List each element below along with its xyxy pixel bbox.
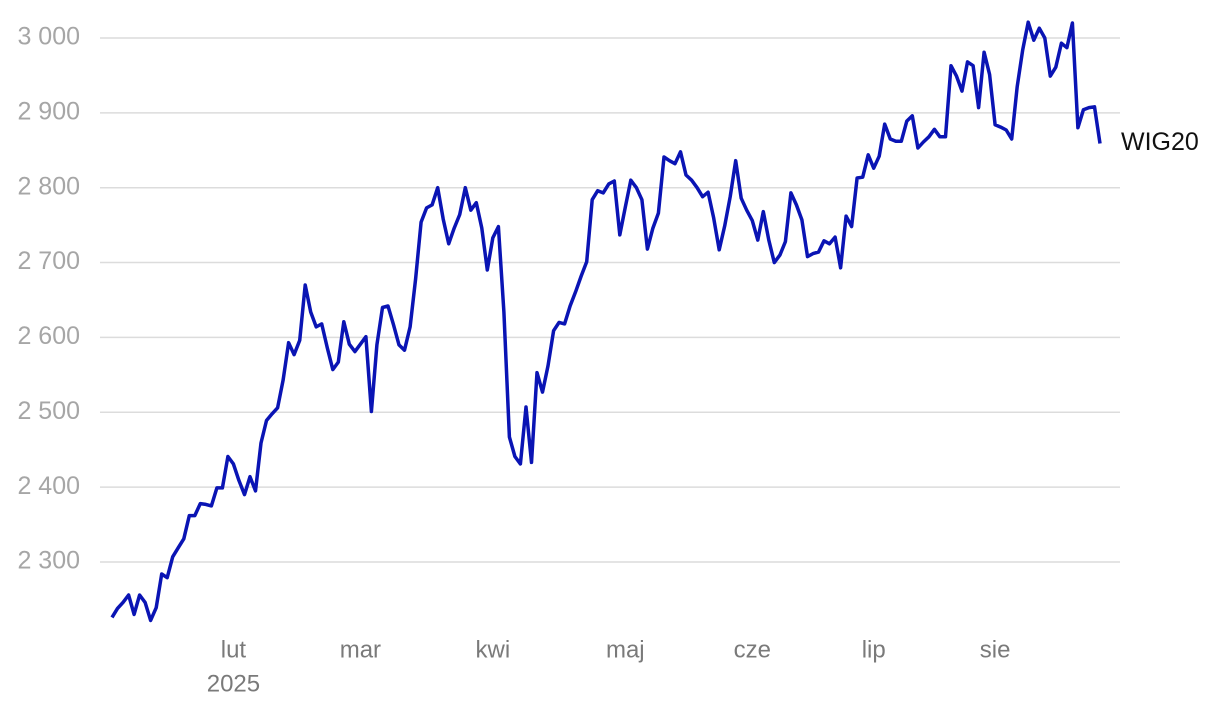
y-tick-label: 2 500 bbox=[17, 397, 80, 425]
y-tick-label: 2 700 bbox=[17, 247, 80, 275]
series-line bbox=[110, 20, 1102, 623]
series-label: WIG20 bbox=[1121, 128, 1199, 156]
x-tick-label: kwi bbox=[476, 636, 511, 663]
y-tick-label: 3 000 bbox=[17, 23, 80, 51]
y-tick-label: 2 300 bbox=[17, 547, 80, 575]
x-tick-label: mar bbox=[340, 636, 381, 663]
x-tick-label: sie bbox=[980, 636, 1011, 663]
y-tick-label: 2 600 bbox=[17, 322, 80, 350]
y-tick-label: 2 900 bbox=[17, 97, 80, 125]
y-tick-label: 2 800 bbox=[17, 172, 80, 200]
y-tick-label: 2 400 bbox=[17, 472, 80, 500]
x-tick-label: maj bbox=[606, 636, 645, 663]
x-tick-label: lut bbox=[221, 636, 247, 663]
x-year-label: 2025 bbox=[207, 670, 260, 697]
x-tick-label: lip bbox=[862, 636, 886, 663]
x-tick-label: cze bbox=[734, 636, 771, 663]
